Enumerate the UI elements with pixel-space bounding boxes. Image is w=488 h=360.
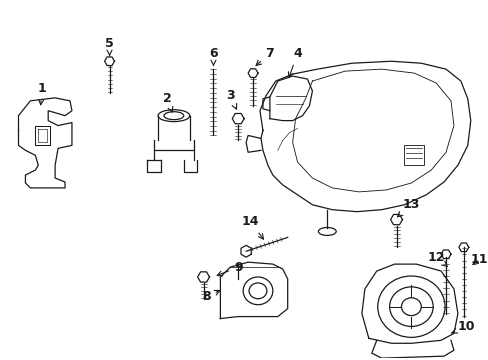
Text: 1: 1 <box>38 82 46 105</box>
Text: 4: 4 <box>288 47 302 77</box>
Text: 6: 6 <box>209 47 217 66</box>
Text: 12: 12 <box>427 251 447 267</box>
Text: 8: 8 <box>202 290 219 303</box>
Text: 11: 11 <box>470 253 488 266</box>
Text: 2: 2 <box>162 93 172 112</box>
Text: 9: 9 <box>217 261 242 276</box>
Text: 10: 10 <box>451 320 474 333</box>
Text: 3: 3 <box>225 89 236 109</box>
Text: 14: 14 <box>241 215 263 239</box>
Text: 13: 13 <box>397 198 419 217</box>
Text: 7: 7 <box>256 47 274 66</box>
Text: 5: 5 <box>105 37 114 55</box>
